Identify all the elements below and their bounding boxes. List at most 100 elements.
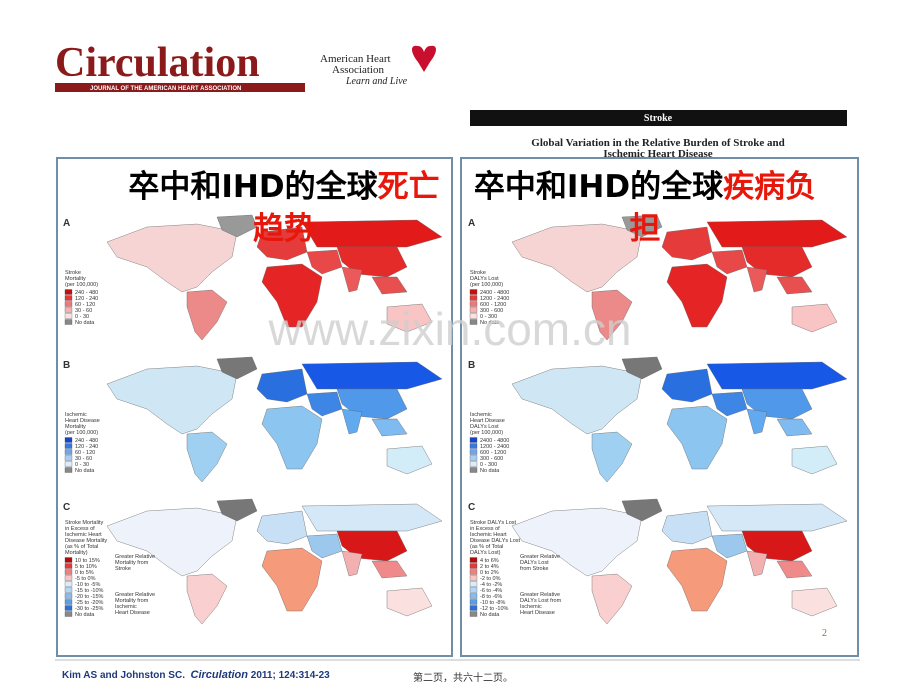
- legend-swatch: [64, 611, 73, 617]
- legend-item: -15 to -10%: [75, 588, 104, 594]
- country-region: [776, 418, 813, 437]
- legend-item: -20 to -15%: [75, 594, 104, 600]
- map-label: A: [63, 218, 70, 229]
- legend-item: 0 to 5%: [75, 570, 94, 576]
- world-map: [106, 356, 443, 483]
- country-region: [661, 368, 713, 403]
- legend-swatch: [469, 449, 478, 455]
- legend-title: (per 100,000): [65, 430, 98, 436]
- aha-tagline: Learn and Live: [345, 76, 408, 87]
- watermark: www.zixin.com.cn: [268, 303, 632, 355]
- legend-title: Ischemic: [470, 412, 492, 418]
- country-region: [386, 587, 433, 617]
- country-region: [511, 507, 643, 577]
- legend-item: 30 - 60: [75, 456, 92, 462]
- legend-note: from Stroke: [520, 566, 548, 572]
- legend-swatch: [64, 449, 73, 455]
- legend-note: DALYs Lost: [520, 560, 549, 566]
- legend-swatch: [64, 581, 73, 587]
- legend-item: 300 - 600: [480, 308, 503, 314]
- legend-swatch: [64, 587, 73, 593]
- section-name: Stroke: [644, 113, 673, 124]
- legend-swatch: [64, 593, 73, 599]
- country-region: [216, 214, 258, 238]
- world-map: [511, 356, 848, 483]
- page-info: 第二页，共六十二页。: [413, 673, 513, 684]
- country-region: [776, 560, 813, 579]
- aha-name: Association: [332, 64, 384, 76]
- country-region: [746, 266, 768, 293]
- legend-item: 600 - 1200: [480, 450, 506, 456]
- country-region: [261, 547, 323, 612]
- country-region: [341, 266, 363, 293]
- panel-title: 卒中和IHD的全球疾病负担: [465, 166, 825, 250]
- legend-title: Mortality): [65, 550, 88, 556]
- country-region: [661, 226, 713, 261]
- legend-item: 240 - 480: [75, 290, 98, 296]
- legend-title: DALYs Lost): [470, 550, 501, 556]
- world-map: [106, 214, 443, 341]
- legend-note: Greater Relative: [520, 554, 560, 560]
- world-map: [511, 498, 848, 625]
- country-region: [216, 498, 258, 522]
- legend-item: 300 - 600: [480, 456, 503, 462]
- legend-title: Ischemic Heart: [65, 532, 102, 538]
- legend-item: -5 to 0%: [75, 576, 96, 582]
- legend-item: 30 - 60: [75, 308, 92, 314]
- legend-note: Ischemic: [520, 604, 542, 610]
- legend-swatch: [64, 461, 73, 467]
- citation-authors: Kim AS and Johnston SC.: [62, 670, 185, 681]
- legend-title: Disease Mortality: [65, 538, 107, 544]
- legend-title: in Excess of: [65, 526, 95, 532]
- legend-title: Mortality: [65, 424, 86, 430]
- legend-swatch: [469, 563, 478, 569]
- country-region: [256, 510, 308, 545]
- legend-item: No data: [480, 320, 500, 326]
- legend-title: Stroke DALYs Lost: [470, 520, 517, 526]
- legend-swatch: [64, 467, 73, 473]
- legend-note: DALYs Lost from: [520, 598, 562, 604]
- country-region: [341, 550, 363, 577]
- country-region: [591, 289, 633, 341]
- legend-note: Greater Relative: [520, 592, 560, 598]
- legend-item: 0 - 30: [75, 314, 89, 320]
- legend-swatch: [469, 313, 478, 319]
- legend-swatch: [469, 575, 478, 581]
- legend-swatch: [64, 301, 73, 307]
- legend-item: -25 to -20%: [75, 600, 104, 606]
- legend-item: -6 to -4%: [480, 588, 502, 594]
- map-label: C: [63, 502, 70, 513]
- legend-swatch: [64, 557, 73, 563]
- country-region: [301, 219, 443, 248]
- country-region: [711, 249, 748, 275]
- legend-swatch: [64, 455, 73, 461]
- legend-item: 1200 - 2400: [480, 296, 509, 302]
- country-region: [386, 445, 433, 475]
- legend-swatch: [469, 289, 478, 295]
- country-region: [186, 431, 228, 483]
- legend-title: Mortality: [65, 276, 86, 282]
- legend-note: Greater Relative: [115, 592, 155, 598]
- journal-bar: [55, 83, 305, 92]
- country-region: [621, 214, 663, 238]
- panel-title-text: 卒中和IHD的全球: [473, 169, 724, 205]
- legend-swatch: [64, 295, 73, 301]
- legend-title: (as % of Total: [470, 544, 503, 550]
- country-region: [261, 263, 323, 328]
- legend-item: 2 to 4%: [480, 564, 499, 570]
- legend-item: 600 - 1200: [480, 302, 506, 308]
- country-region: [106, 365, 238, 435]
- legend-item: No data: [75, 320, 95, 326]
- citation-details: 2011; 124:314-23: [250, 670, 330, 681]
- legend-swatch: [469, 467, 478, 473]
- legend-item: 1200 - 2400: [480, 444, 509, 450]
- legend-note: Heart Disease: [520, 610, 555, 616]
- section-bar: [470, 110, 847, 126]
- country-region: [621, 356, 663, 380]
- legend-item: 0 to 2%: [480, 570, 499, 576]
- map-label: C: [468, 502, 475, 513]
- country-region: [261, 405, 323, 470]
- country-region: [791, 587, 838, 617]
- map-label: B: [63, 360, 70, 371]
